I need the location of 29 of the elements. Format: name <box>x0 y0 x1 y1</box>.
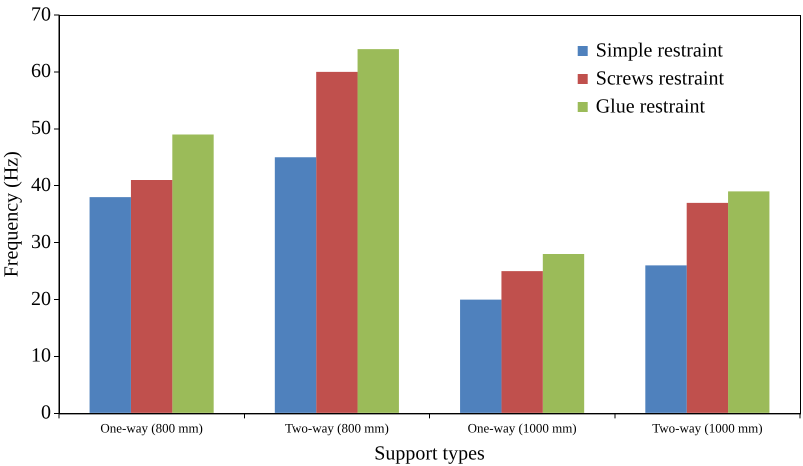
y-tick-label: 60 <box>31 60 51 82</box>
x-tick-label: One-way (1000 mm) <box>468 420 577 436</box>
legend-label: Glue restraint <box>596 95 706 118</box>
bar <box>358 49 399 413</box>
bar <box>728 191 770 413</box>
y-tick-label: 0 <box>41 402 51 424</box>
x-tick-label: Two-way (800 mm) <box>284 420 389 436</box>
bar <box>460 300 502 413</box>
y-tick-label: 70 <box>31 3 51 26</box>
bar <box>686 202 728 413</box>
x-tick-label: One-way (800 mm) <box>100 420 203 436</box>
y-tick-label: 30 <box>31 230 51 253</box>
y-tick-label: 40 <box>31 174 51 196</box>
bar <box>90 197 131 413</box>
bar <box>130 180 172 413</box>
y-tick-label: 50 <box>31 117 51 140</box>
x-axis-title: Support types <box>374 442 485 464</box>
bar <box>172 134 214 413</box>
bar <box>645 265 687 413</box>
y-tick-label: 20 <box>31 288 51 310</box>
bar <box>316 72 358 413</box>
x-tick-label: Two-way (1000 mm) <box>652 420 763 436</box>
bar <box>501 271 543 413</box>
y-axis-title: Frequency (Hz) <box>0 151 22 278</box>
y-tick-label: 10 <box>31 344 51 367</box>
bar <box>274 157 316 413</box>
bar <box>542 254 584 413</box>
legend-label: Screws restraint <box>596 67 724 90</box>
legend-label: Simple restraint <box>596 39 724 62</box>
